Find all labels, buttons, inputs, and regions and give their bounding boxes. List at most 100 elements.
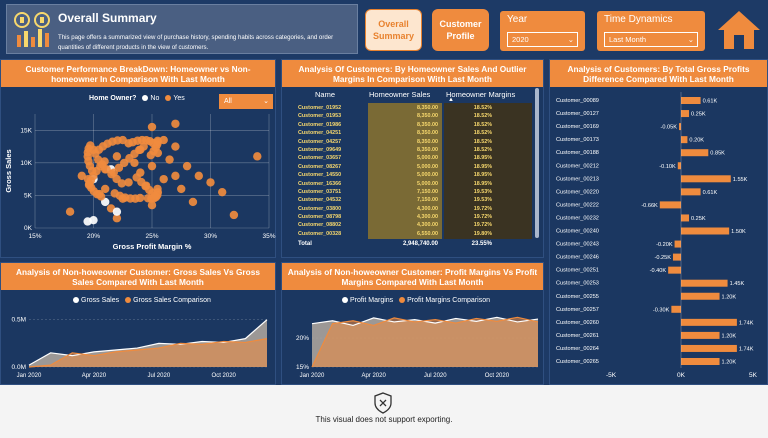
x-tick-label: 20% bbox=[87, 233, 100, 240]
total-margins: 23.55% bbox=[471, 241, 492, 247]
scatter-point bbox=[159, 174, 168, 184]
bar bbox=[668, 266, 681, 274]
bar-category-label: Customer_00246 bbox=[556, 255, 599, 261]
cell-homeowner-margins: 18.52% bbox=[473, 130, 492, 137]
table-row[interactable]: Customer_04532 7,150.00 19.53% bbox=[290, 196, 538, 204]
table-row[interactable]: Customer_01952 8,350.00 18.52% bbox=[290, 104, 538, 112]
home-icon[interactable] bbox=[716, 9, 762, 51]
bar bbox=[659, 201, 681, 209]
legend-title: Home Owner? bbox=[89, 95, 137, 102]
bar bbox=[681, 331, 720, 339]
table-row[interactable]: Customer_01986 8,350.00 18.52% bbox=[290, 121, 538, 129]
bar-value-label: 0.85K bbox=[710, 151, 725, 157]
legend-yes-marker bbox=[165, 95, 172, 102]
table-row[interactable]: Customer_04257 8,350.00 18.52% bbox=[290, 138, 538, 146]
table-row[interactable]: Customer_01953 8,350.00 18.52% bbox=[290, 112, 538, 120]
y-tick-label: 0.0M bbox=[12, 364, 26, 371]
year-slicer: Year 2020 ⌄ bbox=[500, 11, 585, 51]
table-row[interactable]: Customer_16366 5,000.00 18.95% bbox=[290, 180, 538, 188]
scatter-point bbox=[124, 178, 133, 187]
time-dynamics-label: Time Dynamics bbox=[604, 14, 673, 25]
cell-homeowner-sales: 4,300.00 bbox=[417, 214, 438, 221]
bar-category-label: Customer_00253 bbox=[556, 281, 599, 287]
x-tick-label: 35% bbox=[262, 233, 275, 240]
table-scrollbar[interactable] bbox=[535, 88, 539, 238]
cell-customer-name: Customer_03800 bbox=[298, 205, 342, 212]
analytics-logo-icon bbox=[14, 12, 50, 47]
legend-gross-sales-marker bbox=[73, 297, 79, 304]
cell-customer-name: Customer_14550 bbox=[298, 172, 342, 179]
scatter-point bbox=[147, 201, 157, 210]
scatter-point bbox=[112, 152, 122, 161]
cell-customer-name: Customer_04532 bbox=[298, 197, 342, 204]
scatter-point bbox=[153, 136, 162, 146]
y-tick-label: 0K bbox=[24, 225, 33, 232]
cell-homeowner-sales: 8,350.00 bbox=[417, 113, 438, 120]
cell-homeowner-margins: 19.72% bbox=[473, 222, 492, 229]
bar bbox=[681, 318, 737, 326]
legend-yes-label: Yes bbox=[173, 95, 185, 102]
bar-category-label: Customer_00251 bbox=[556, 268, 599, 274]
scatter-point bbox=[218, 187, 227, 197]
table-row[interactable]: Customer_09649 8,350.00 18.52% bbox=[290, 146, 538, 154]
chevron-down-icon: ⌄ bbox=[687, 35, 694, 44]
scatter-point bbox=[171, 142, 180, 151]
sales-highlight-column bbox=[368, 103, 442, 239]
x-tick-label: Apr 2020 bbox=[361, 373, 386, 379]
scatter-point bbox=[110, 189, 119, 198]
cell-homeowner-sales: 7,150.00 bbox=[417, 197, 438, 204]
cell-customer-name: Customer_01952 bbox=[298, 105, 342, 111]
bar bbox=[674, 240, 681, 248]
cell-homeowner-sales: 5,000.00 bbox=[417, 155, 438, 162]
x-tick-label: Jan 2020 bbox=[300, 373, 325, 379]
bar-panel: Analysis of Customers: By Total Gross Pr… bbox=[549, 59, 768, 385]
table-total-row: Total 2,948,740.00 23.55% bbox=[290, 240, 538, 250]
col-margins-header[interactable]: Homeowner Margins bbox=[446, 90, 516, 99]
table-row[interactable]: Customer_08798 4,300.00 19.72% bbox=[290, 213, 538, 221]
page-description: This page offers a summarized view of pu… bbox=[58, 34, 334, 51]
bar bbox=[681, 344, 737, 352]
bar-chart: Customer_00089 0.61K Customer_00127 0.25K Cu… bbox=[556, 92, 758, 379]
x-axis-title: Gross Profit Margin % bbox=[113, 242, 192, 251]
cell-homeowner-sales: 4,300.00 bbox=[417, 222, 438, 229]
y-tick-label: 15K bbox=[20, 127, 32, 134]
y-tick-label: 0.5M bbox=[12, 317, 26, 324]
table-row[interactable]: Customer_03800 4,300.00 19.72% bbox=[290, 205, 538, 213]
sort-ascending-icon: ▲ bbox=[448, 97, 454, 103]
scatter-point bbox=[83, 175, 93, 184]
profit-margins-panel: Analysis of Non-howeowner Customer: Prof… bbox=[281, 262, 544, 385]
gross-sales-panel: Analysis of Non-howeowner Customer: Gros… bbox=[0, 262, 276, 385]
homeowner-filter-dropdown[interactable]: All ⌄ bbox=[219, 94, 273, 109]
scatter-point bbox=[194, 171, 203, 181]
table-row[interactable]: Customer_14550 5,000.00 18.95% bbox=[290, 171, 538, 179]
x-tick-label: Jan 2020 bbox=[17, 373, 42, 379]
cell-customer-name: Customer_00328 bbox=[298, 230, 342, 237]
table-row[interactable]: Customer_00328 6,550.00 19.80% bbox=[290, 230, 538, 238]
time-dynamics-dropdown[interactable]: Last Month ⌄ bbox=[604, 32, 698, 47]
table-row[interactable]: Customer_03751 7,150.00 19.53% bbox=[290, 188, 538, 196]
table-row[interactable]: Customer_08802 4,300.00 19.72% bbox=[290, 221, 538, 229]
col-name-header[interactable]: Name bbox=[315, 90, 336, 99]
x-tick-label: Oct 2020 bbox=[212, 373, 237, 379]
scatter-legend: Home Owner? No Yes bbox=[89, 95, 185, 102]
bar-category-label: Customer_00222 bbox=[556, 202, 599, 208]
bar-value-label: -0.40K bbox=[650, 268, 667, 274]
table-row[interactable]: Customer_03657 5,000.00 18.95% bbox=[290, 154, 538, 162]
year-dropdown[interactable]: 2020 ⌄ bbox=[507, 32, 578, 47]
cell-customer-name: Customer_03657 bbox=[298, 155, 342, 162]
legend-gross-sales-comparison-marker bbox=[125, 297, 132, 304]
time-dynamics-slicer: Time Dynamics Last Month ⌄ bbox=[597, 11, 705, 51]
scatter-point bbox=[253, 152, 262, 161]
bar-value-label: 1.74K bbox=[739, 320, 754, 326]
bar bbox=[681, 136, 688, 144]
col-sales-header[interactable]: Homeowner Sales bbox=[369, 90, 431, 99]
table-row[interactable]: Customer_04251 8,350.00 18.52% bbox=[290, 129, 538, 137]
bar-value-label: -0.10K bbox=[659, 164, 676, 170]
cell-customer-name: Customer_08267 bbox=[298, 163, 342, 170]
y-tick-label: 15% bbox=[296, 364, 309, 371]
scatter-point bbox=[117, 179, 126, 188]
customer-profile-button[interactable]: Customer Profile bbox=[432, 9, 489, 51]
x-tick-label: 5K bbox=[749, 372, 758, 379]
overall-summary-button[interactable]: Overall Summary bbox=[365, 9, 422, 51]
table-row[interactable]: Customer_08267 5,000.00 18.95% bbox=[290, 163, 538, 171]
